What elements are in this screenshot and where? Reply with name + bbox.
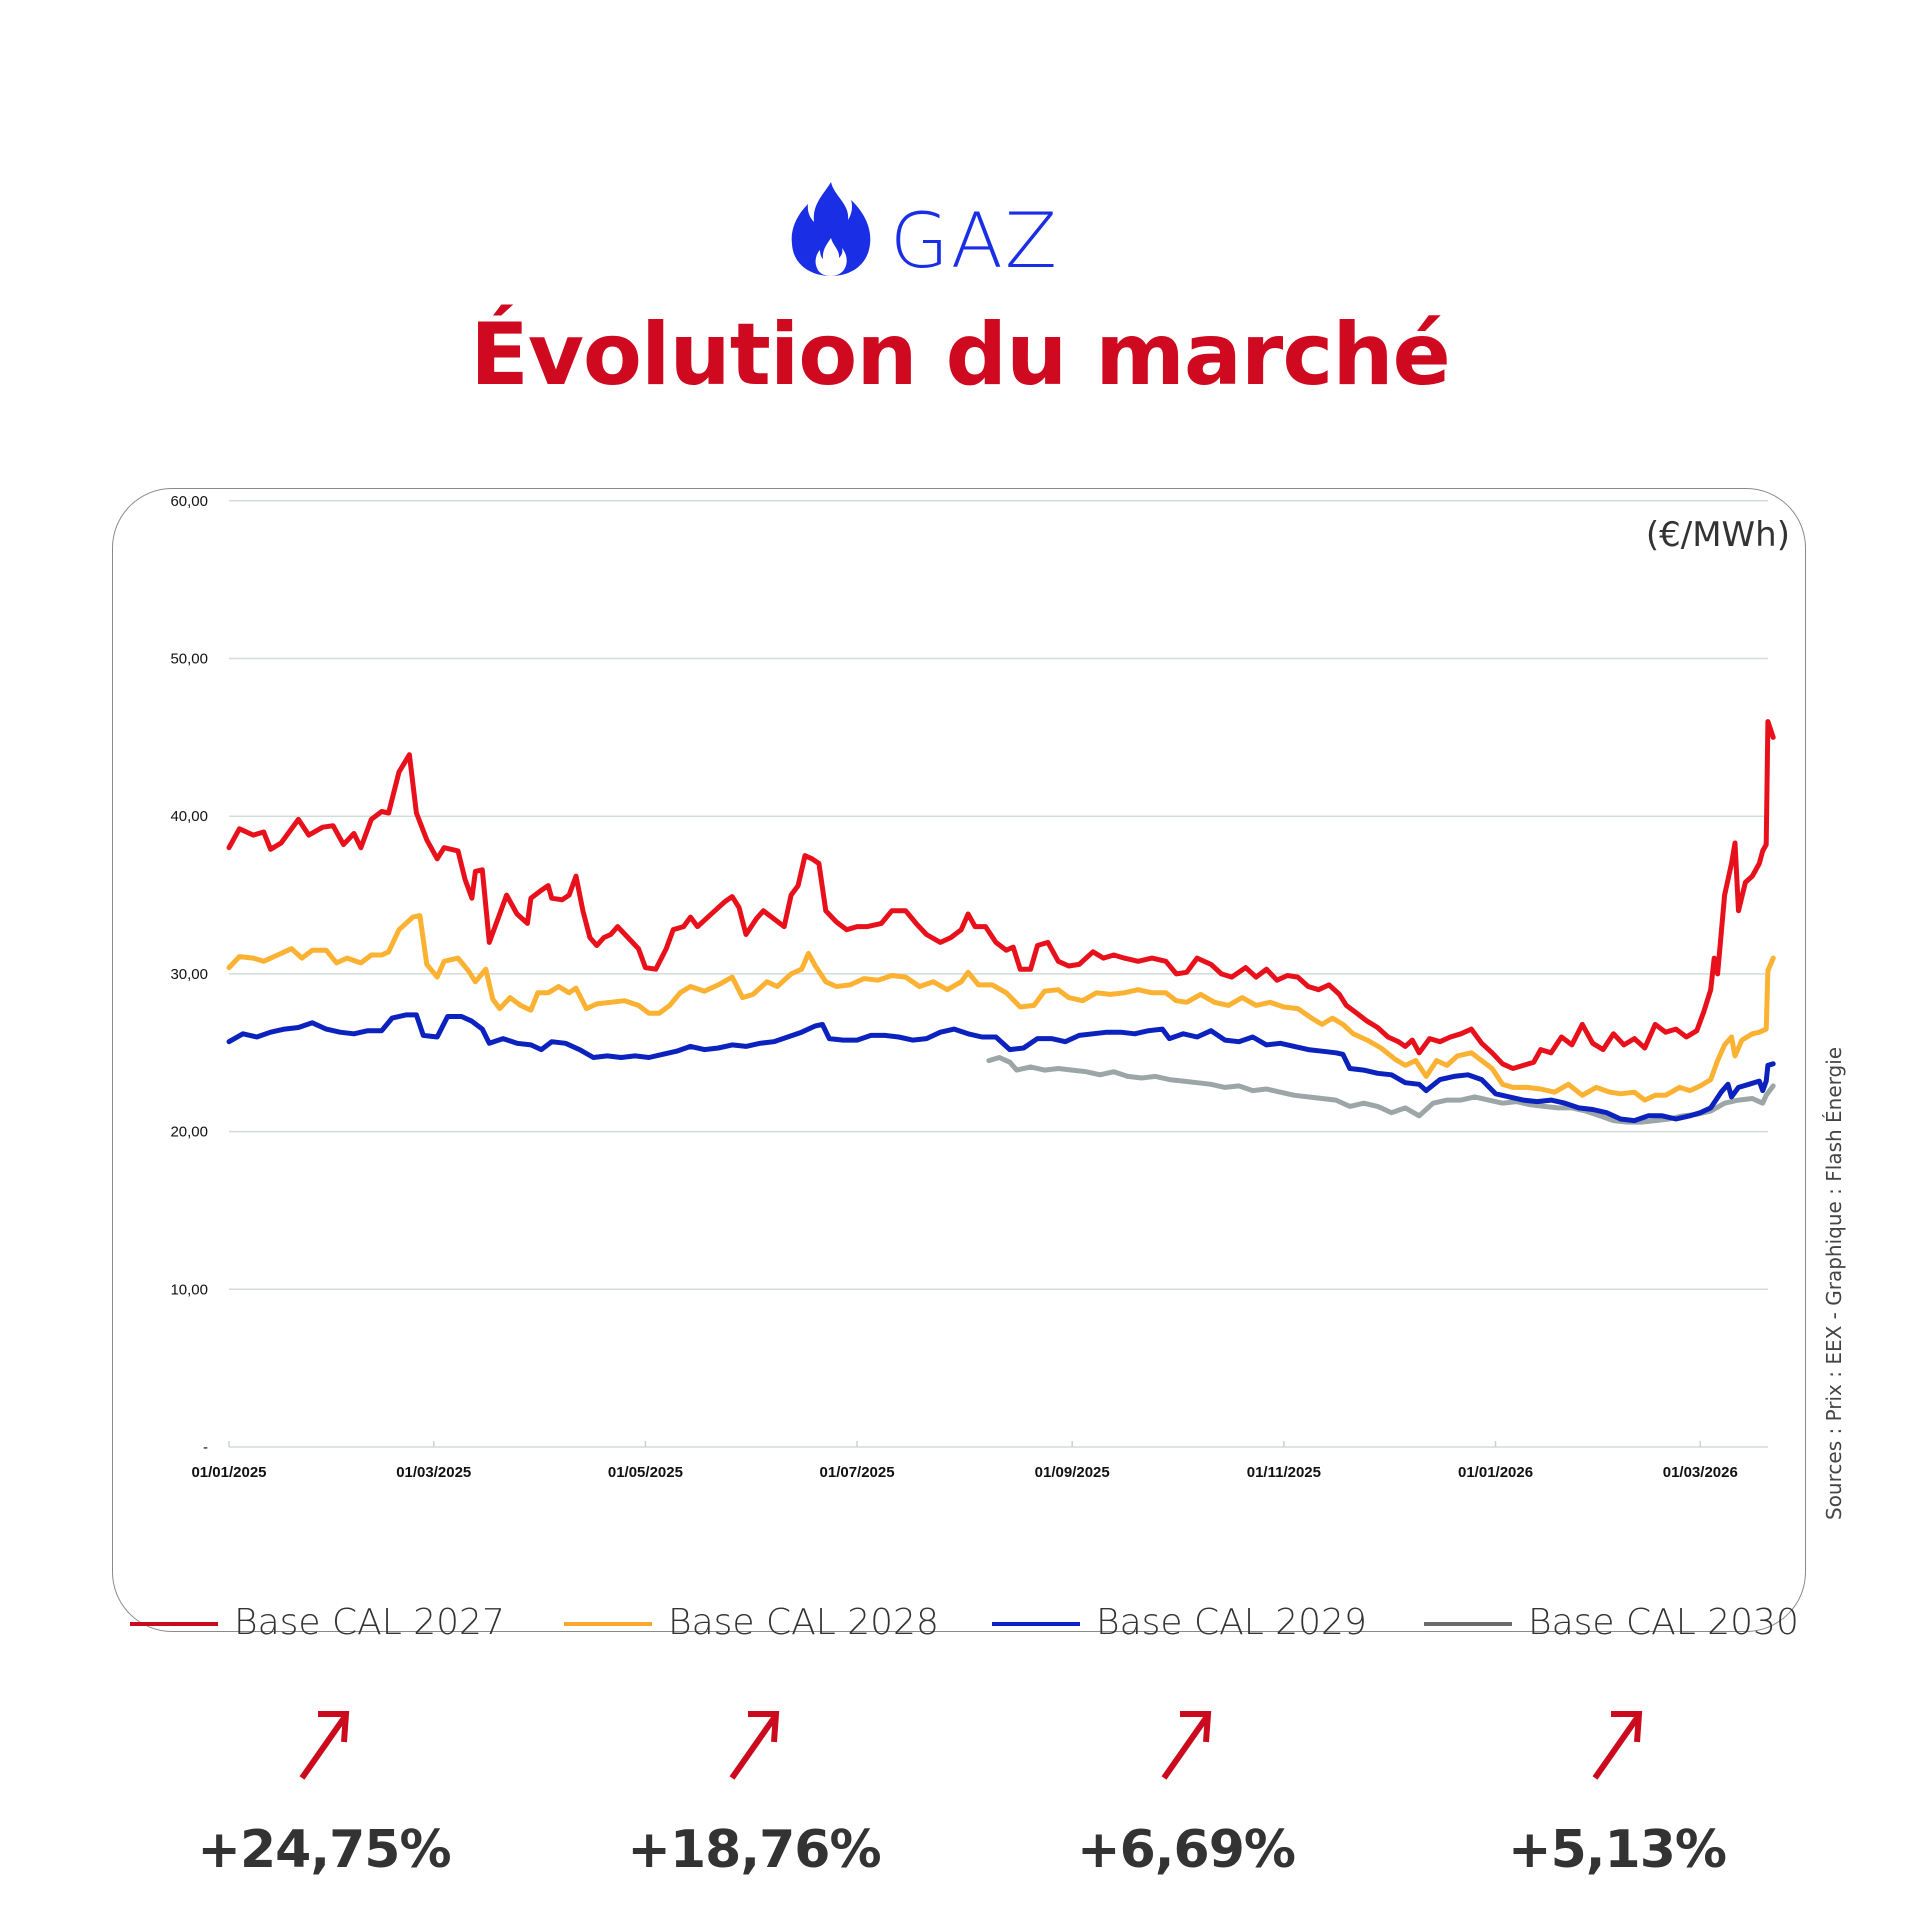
change-value: +24,75% xyxy=(197,1820,451,1880)
series-line-base-cal-2027 xyxy=(226,719,1776,1071)
legend-swatch xyxy=(992,1622,1080,1626)
chart-card xyxy=(112,488,1806,1632)
page-title: Évolution du marché xyxy=(470,305,1451,405)
x-tick-label: 01/11/2025 xyxy=(1247,1464,1321,1481)
x-tick-label: 01/05/2025 xyxy=(608,1464,683,1481)
change-cal-2029: +6,69% xyxy=(1036,1700,1336,1900)
category-label: GAZ xyxy=(890,196,1059,285)
series-line-base-cal-2030 xyxy=(986,1055,1776,1125)
legend-label: Base CAL 2028 xyxy=(668,1602,939,1643)
arrow-up-right-icon xyxy=(299,1711,350,1780)
x-tick-label: 01/03/2025 xyxy=(396,1464,471,1481)
x-tick-label: 01/01/2026 xyxy=(1458,1464,1533,1481)
y-tick-label: 30,00 xyxy=(170,966,208,983)
series-line-base-cal-2029 xyxy=(226,1012,1776,1124)
x-tick-label: 01/01/2025 xyxy=(191,1464,266,1481)
y-tick-label: 40,00 xyxy=(170,808,208,825)
y-tick-label: 50,00 xyxy=(170,651,208,668)
legend-swatch xyxy=(1424,1622,1512,1626)
source-note: Sources : Prix : EEX - Graphique : Flash… xyxy=(1822,1046,1846,1520)
change-cal-2030: +5,13% xyxy=(1467,1700,1767,1900)
arrow-up-right-icon xyxy=(729,1711,780,1780)
flame-icon xyxy=(791,182,871,276)
x-tick-label: 01/09/2025 xyxy=(1035,1464,1110,1481)
legend-label: Base CAL 2027 xyxy=(234,1602,505,1643)
legend-label: Base CAL 2029 xyxy=(1096,1602,1367,1643)
change-cal-2027: +24,75% xyxy=(174,1700,474,1900)
y-tick-label: - xyxy=(203,1439,208,1456)
legend-swatch xyxy=(564,1622,652,1626)
x-tick-label: 01/07/2025 xyxy=(820,1464,895,1481)
y-tick-label: 60,00 xyxy=(170,493,208,510)
arrow-up-right-icon xyxy=(1161,1711,1212,1780)
change-value: +18,76% xyxy=(627,1820,881,1880)
change-cal-2028: +18,76% xyxy=(604,1700,904,1900)
y-tick-label: 20,00 xyxy=(170,1124,208,1141)
arrow-up-right-icon xyxy=(1592,1711,1643,1780)
y-tick-label: 10,00 xyxy=(170,1281,208,1298)
unit-label: (€/MWh) xyxy=(1645,515,1790,555)
legend-swatch xyxy=(130,1622,218,1626)
x-tick-label: 01/03/2026 xyxy=(1663,1464,1738,1481)
change-value: +5,13% xyxy=(1508,1820,1727,1880)
legend-label: Base CAL 2030 xyxy=(1528,1602,1799,1643)
change-value: +6,69% xyxy=(1077,1820,1296,1880)
series-line-base-cal-2028 xyxy=(226,913,1776,1103)
